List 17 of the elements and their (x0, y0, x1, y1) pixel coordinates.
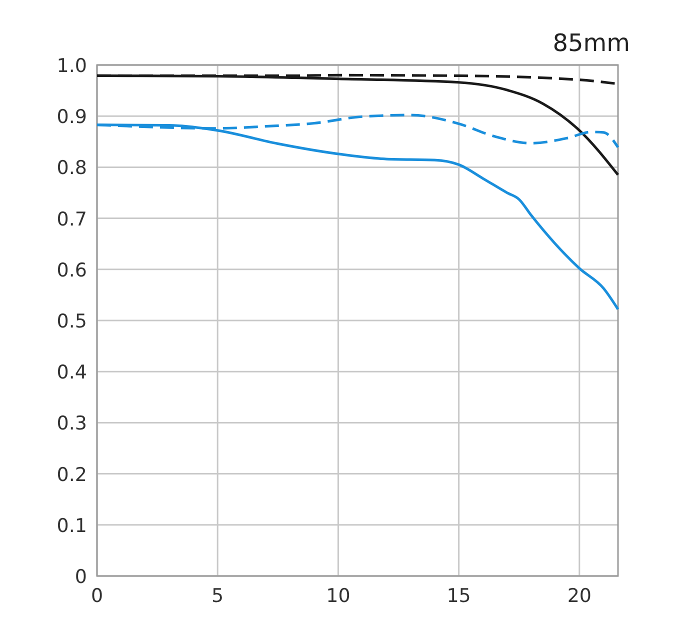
y-tick-label: 0.3 (56, 412, 87, 435)
x-tick-label: 5 (212, 585, 224, 607)
x-tick-label: 15 (446, 585, 471, 607)
y-tick-label: 0.7 (56, 208, 87, 230)
chart-title: 85mm (552, 29, 630, 57)
y-tick-label: 0.8 (56, 157, 87, 180)
y-tick-label: 0 (74, 566, 87, 588)
y-tick-label: 0.9 (56, 106, 87, 128)
y-tick-label: 0.1 (56, 514, 87, 537)
x-tick-label: 10 (326, 585, 350, 607)
x-tick-label: 0 (90, 585, 104, 607)
x-tick-label: 20 (567, 585, 592, 607)
y-tick-label: 0.2 (56, 464, 87, 486)
y-tick-label: 1.0 (56, 55, 87, 77)
y-tick-label: 0.6 (56, 259, 87, 282)
y-tick-label: 0.4 (56, 362, 87, 384)
y-tick-label: 0.5 (56, 310, 87, 332)
